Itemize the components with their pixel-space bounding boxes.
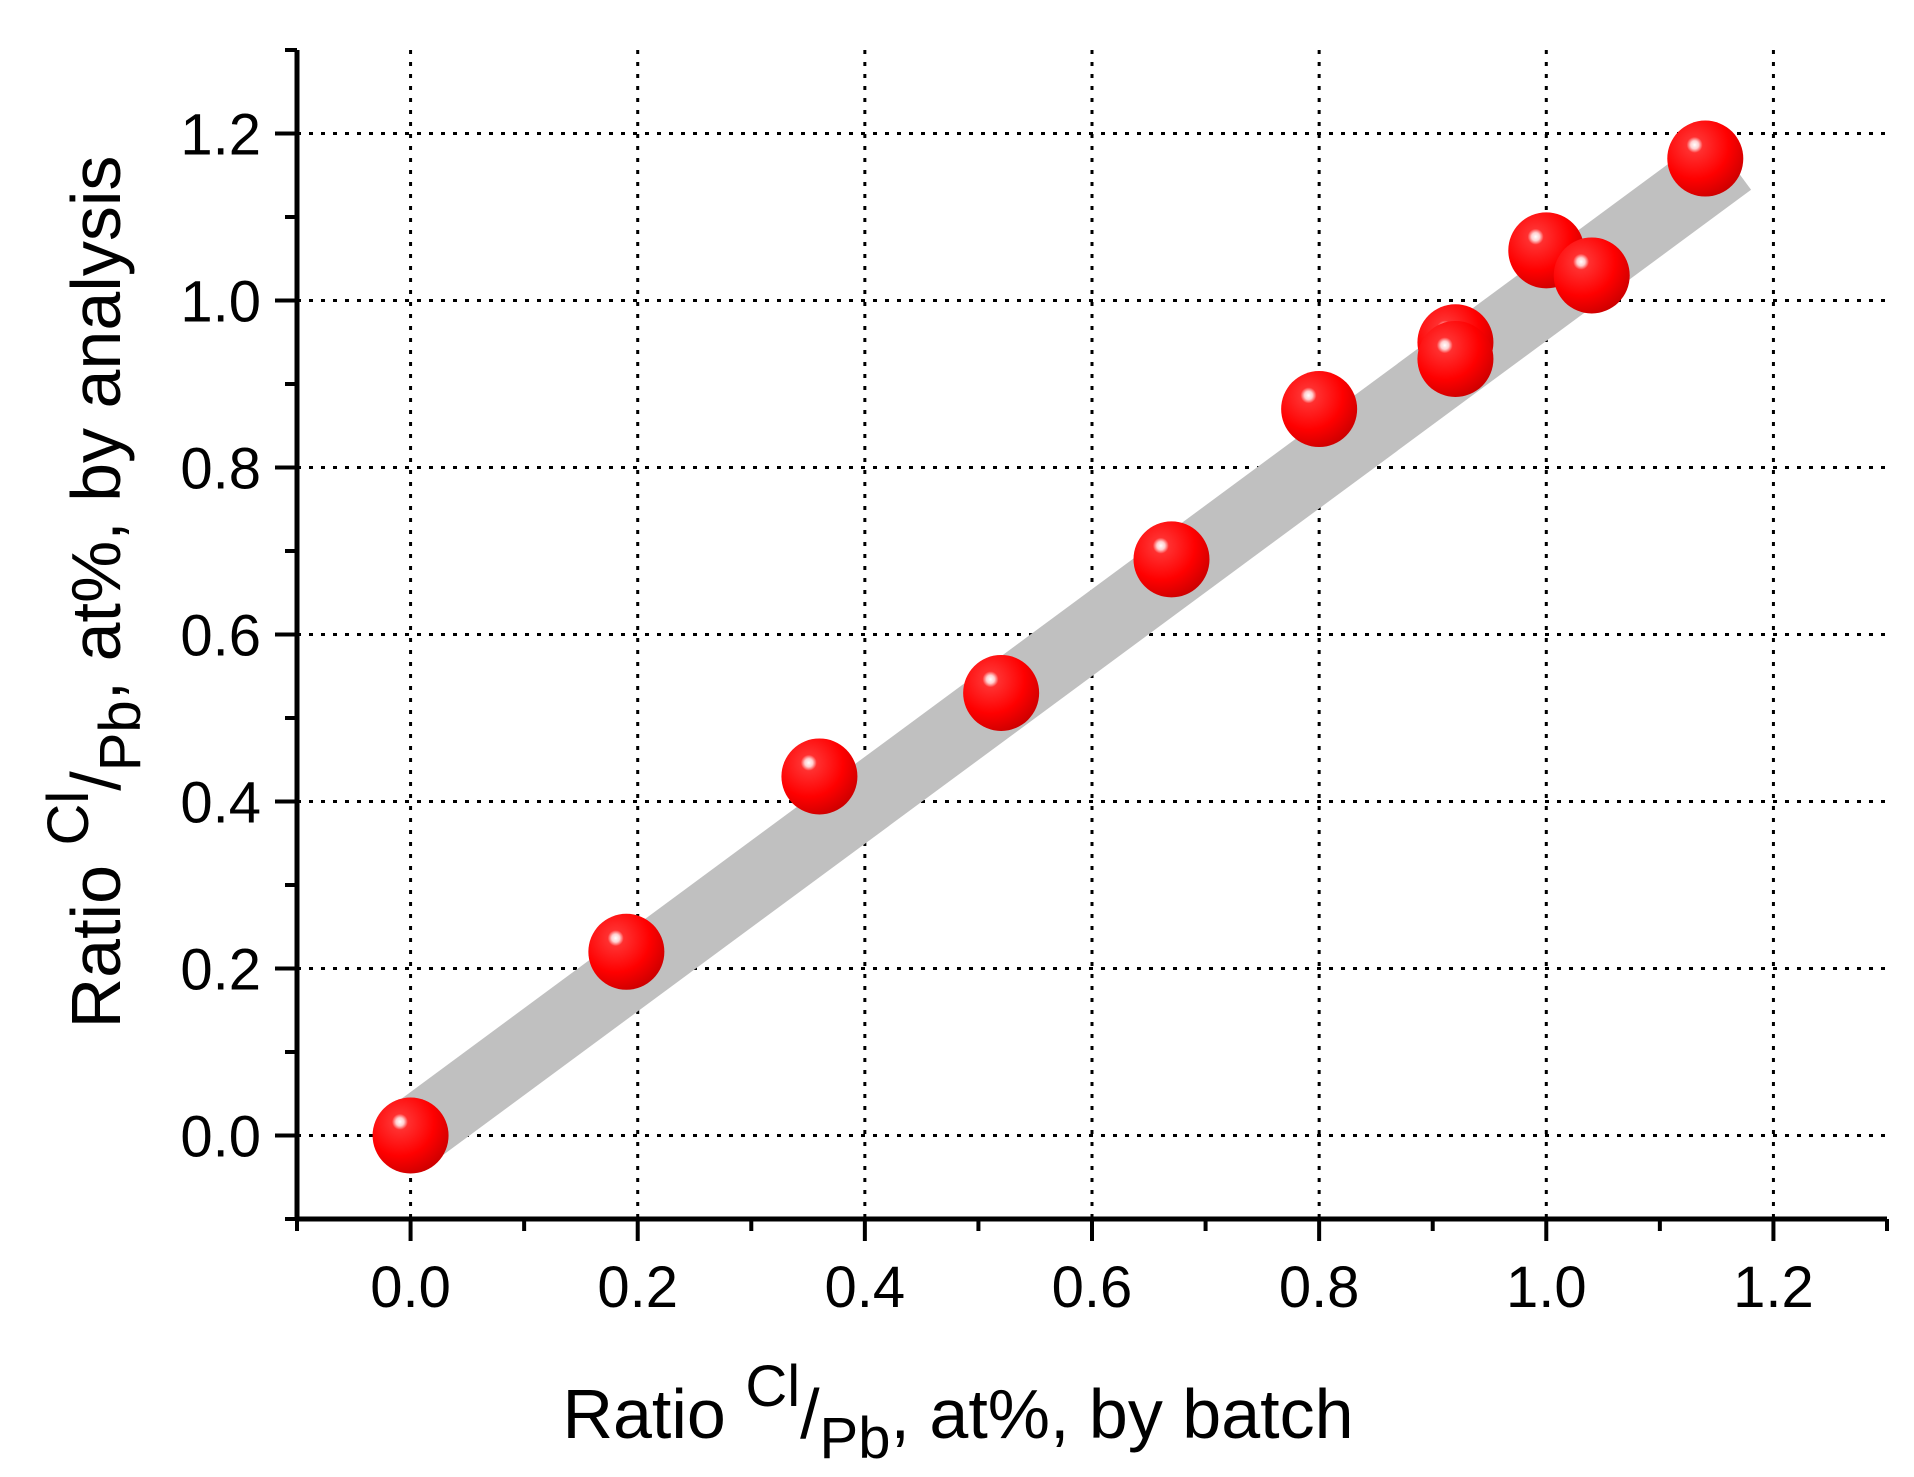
tick-labels: 0.0 0.2 0.4 0.6 0.8 1.0 1.2 0.0 0.2 0.4 0.6 0.8 1.0 1… (180, 103, 1813, 1321)
y-tick-label: 0.4 (180, 771, 261, 836)
axes (275, 48, 1889, 1241)
x-tick-label: 0.4 (825, 1255, 906, 1320)
x-axis-title: Ratio Cl/Pb, at%, by batch (562, 1354, 1353, 1471)
data-point (781, 738, 858, 815)
data-points (372, 120, 1744, 1174)
y-axis-title: Ratio Cl/Pb, at%, by analysis (36, 156, 153, 1029)
x-tick-label: 1.2 (1733, 1255, 1814, 1320)
data-point (1553, 237, 1630, 314)
data-point (1281, 371, 1358, 448)
data-point (588, 913, 665, 990)
y-tick-label: 1.0 (180, 270, 261, 335)
x-tick-label: 1.0 (1506, 1255, 1587, 1320)
x-tick-label: 0.6 (1052, 1255, 1133, 1320)
data-point (963, 654, 1040, 731)
x-tick-label: 0.8 (1279, 1255, 1360, 1320)
data-point (1667, 120, 1744, 197)
data-point (1133, 521, 1210, 598)
y-tick-label: 0.0 (180, 1105, 261, 1170)
data-point (372, 1097, 449, 1174)
data-point (1417, 320, 1494, 397)
trend-band (389, 133, 1752, 1164)
trend-band-line (389, 133, 1752, 1164)
grid-lines (297, 50, 1887, 1219)
y-tick-label: 0.2 (180, 938, 261, 1003)
y-tick-label: 0.8 (180, 437, 261, 502)
x-tick-label: 0.0 (370, 1255, 451, 1320)
x-tick-label: 0.2 (597, 1255, 678, 1320)
y-tick-label: 1.2 (180, 103, 261, 168)
y-tick-label: 0.6 (180, 604, 261, 669)
